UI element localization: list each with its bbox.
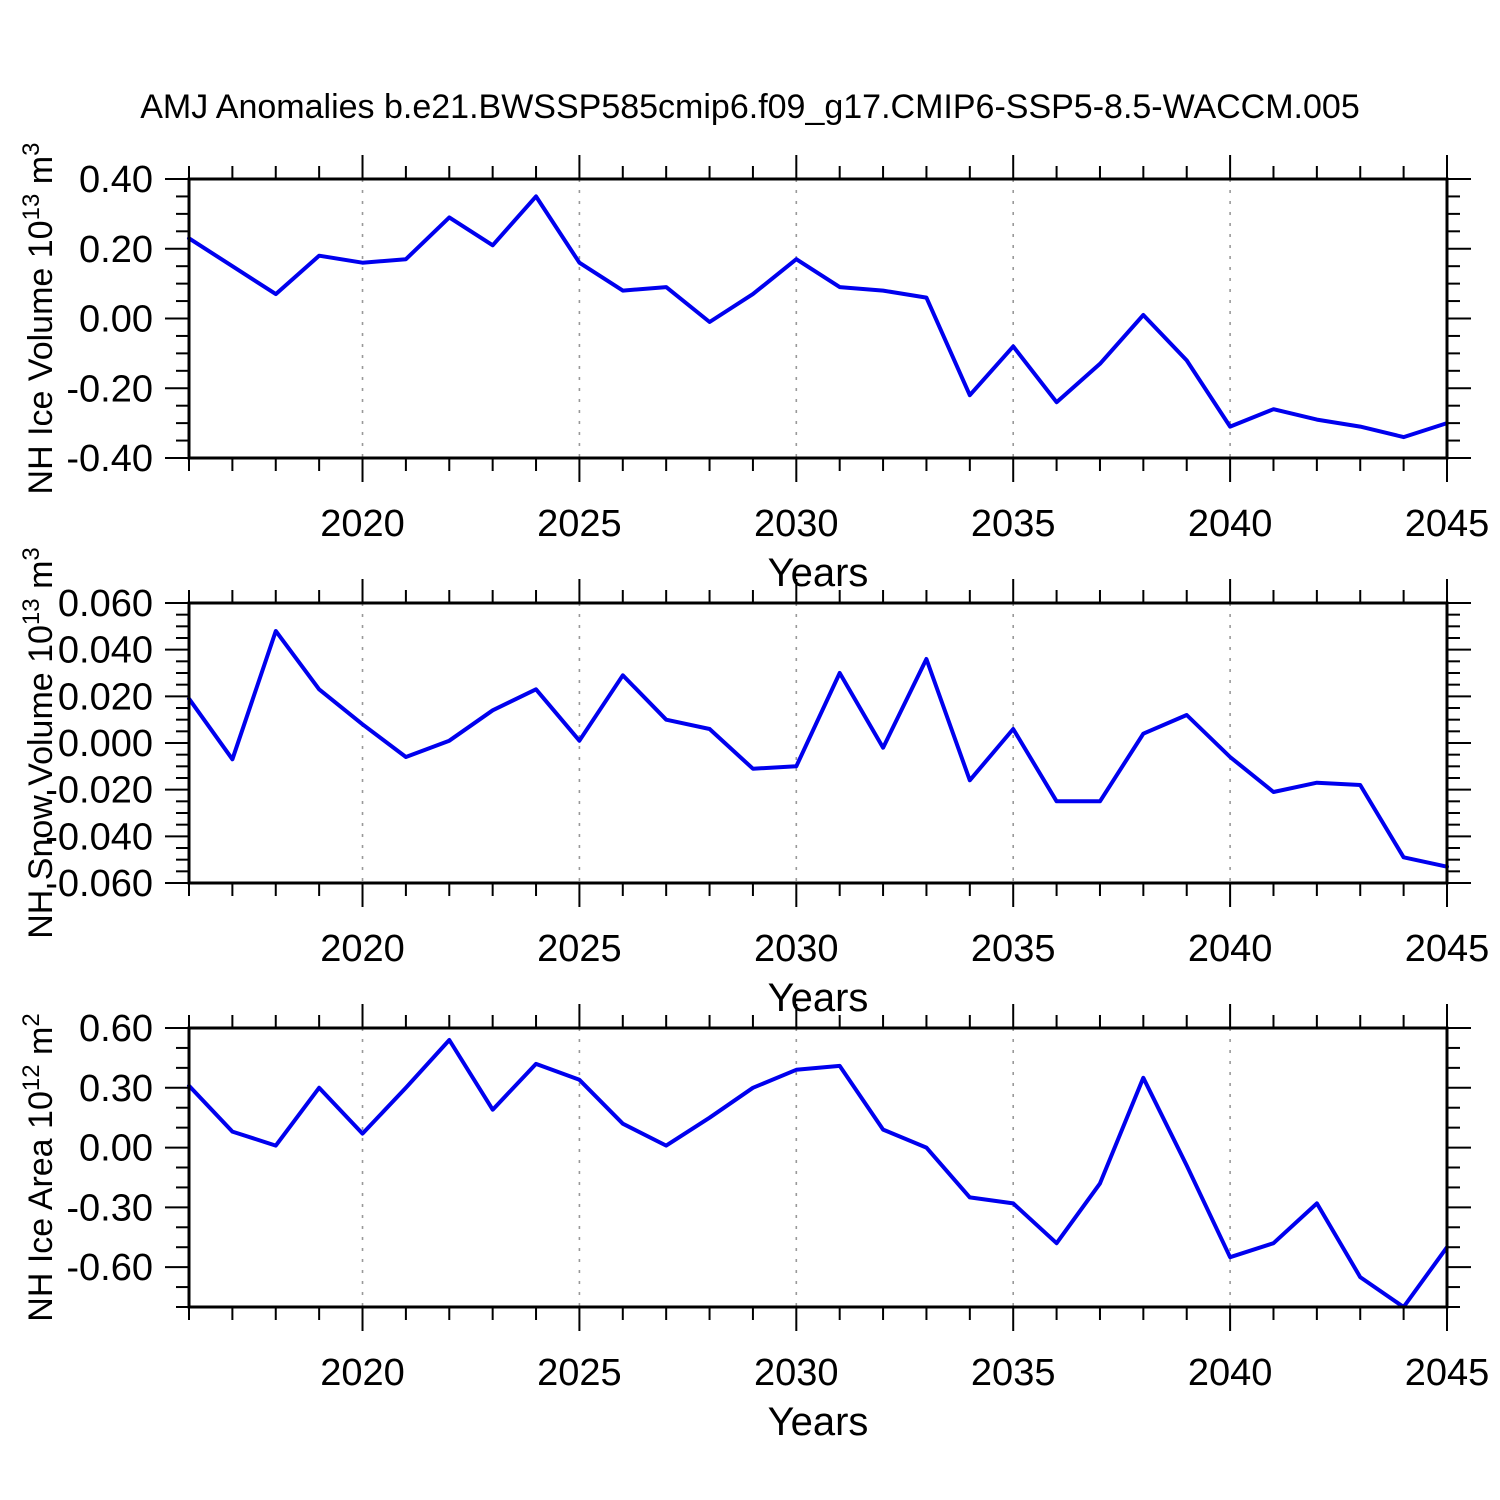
y-tick-label: -0.060 [45, 863, 153, 905]
x-tick-label: 2035 [971, 928, 1056, 970]
x-tick-label: 2040 [1188, 1352, 1273, 1394]
x-tick-label: 2020 [320, 1352, 405, 1394]
y-tick-label: 0.60 [79, 1008, 153, 1050]
y-tick-label: -0.20 [66, 368, 153, 410]
x-tick-label: 2025 [537, 928, 622, 970]
x-axis-label: Years [768, 1400, 869, 1444]
panel-nh-ice-area: 0.60 0.30 0.00 -0.30 -0.60 2020 2025 2030 2035 20… [18, 1004, 1489, 1444]
y-tick-label: 0.00 [79, 299, 153, 341]
y-tick-label: 0.40 [79, 159, 153, 201]
x-tick-label: 2025 [537, 503, 622, 545]
chart-title: AMJ Anomalies b.e21.BWSSP585cmip6.f09_g1… [140, 88, 1360, 126]
y-axis-label: NH Ice Area 1012 m2 [18, 1013, 60, 1321]
y-tick-label: -0.020 [45, 770, 153, 812]
x-tick-label: 2045 [1405, 928, 1490, 970]
x-tick-label: 2035 [971, 503, 1056, 545]
data-line-nh-snow-volume [187, 629, 1449, 869]
panels-group: 0.40 0.20 0.00 -0.20 -0.40 2020 2025 2030 2035 20… [18, 143, 1489, 1444]
y-tick-label: -0.40 [66, 438, 153, 480]
x-tick-label: 2040 [1188, 928, 1273, 970]
x-tick-label: 2045 [1405, 1352, 1490, 1394]
y-tick-label: 0.00 [79, 1128, 153, 1170]
panel-nh-ice-volume: 0.40 0.20 0.00 -0.20 -0.40 2020 2025 2030 2035 20… [18, 143, 1489, 595]
y-axis-label: NH Ice Volume 1013 m3 [18, 143, 60, 495]
plot-frame [187, 601, 1449, 885]
y-tick-label: 0.20 [79, 229, 153, 271]
x-tick-label: 2040 [1188, 503, 1273, 545]
y-tick-label: -0.60 [66, 1247, 153, 1289]
y-tick-label: 0.020 [58, 676, 153, 718]
x-tick-label: 2025 [537, 1352, 622, 1394]
data-line-nh-ice-volume [187, 194, 1449, 440]
y-tick-label: 0.060 [58, 583, 153, 625]
y-tick-label: 0.000 [58, 723, 153, 765]
x-tick-label: 2020 [320, 503, 405, 545]
y-tick-label: 0.040 [58, 630, 153, 672]
x-tick-label: 2030 [754, 503, 839, 545]
x-tick-label: 2030 [754, 1352, 839, 1394]
x-axis-label: Years [768, 551, 869, 595]
x-tick-label: 2045 [1405, 503, 1490, 545]
x-tick-label: 2030 [754, 928, 839, 970]
x-axis-label: Years [768, 976, 869, 1020]
data-line-nh-ice-area [187, 1038, 1449, 1309]
x-tick-label: 2035 [971, 1352, 1056, 1394]
y-tick-label: -0.040 [45, 816, 153, 858]
x-tick-label: 2020 [320, 928, 405, 970]
y-axis-label: NH Snow Volume 1013 m3 [18, 547, 60, 939]
y-tick-label: -0.30 [66, 1187, 153, 1229]
y-tick-label: 0.30 [79, 1068, 153, 1110]
